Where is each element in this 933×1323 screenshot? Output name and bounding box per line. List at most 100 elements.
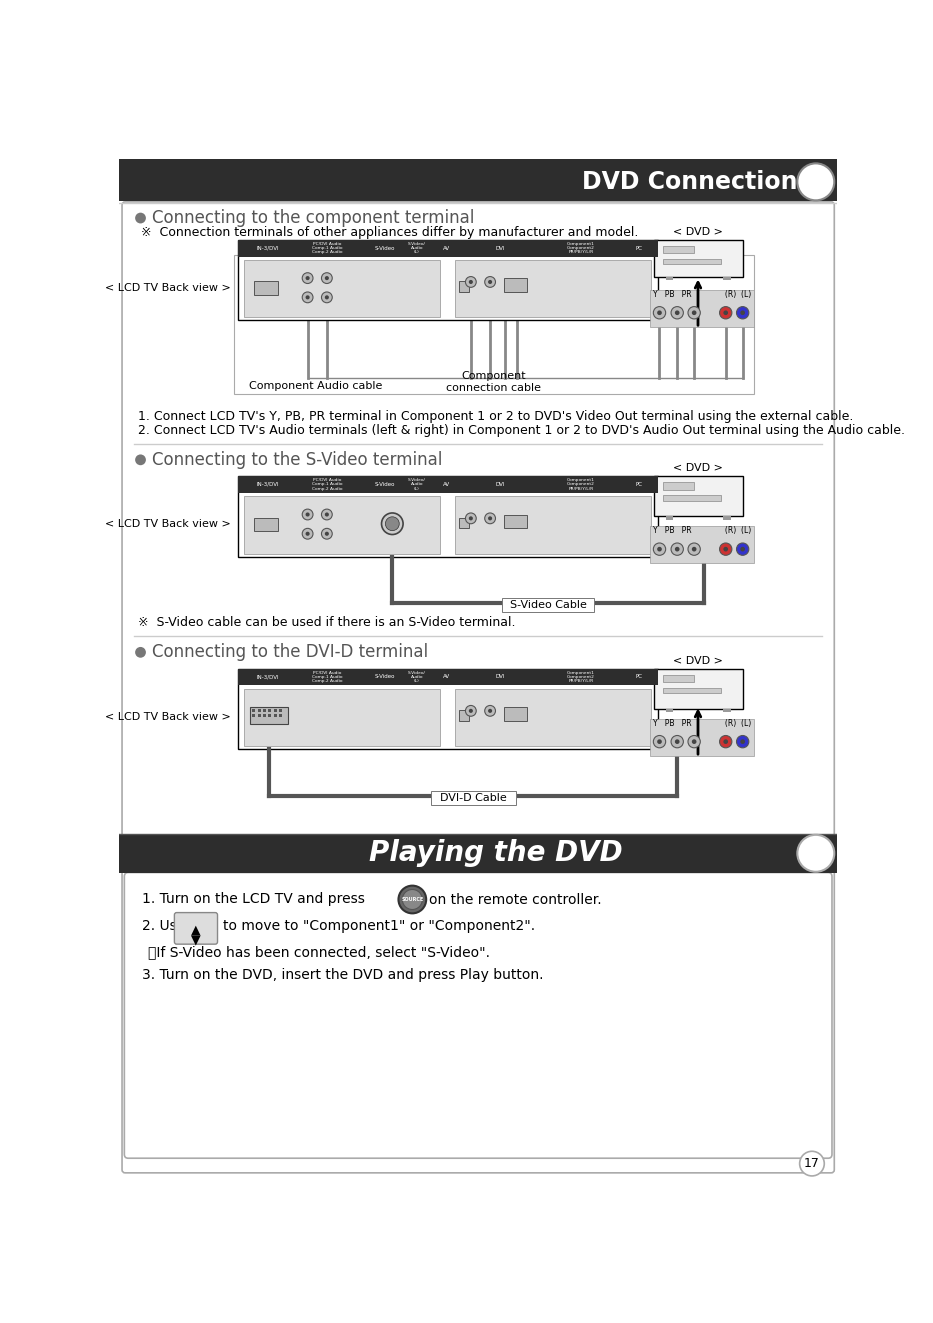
Circle shape: [468, 280, 473, 284]
Circle shape: [325, 532, 329, 536]
Text: PC/DVI Audio
Comp.1 Audio
Comp.2 Audio: PC/DVI Audio Comp.1 Audio Comp.2 Audio: [312, 478, 342, 491]
Bar: [254, 517, 278, 532]
Bar: [269, 709, 272, 712]
Circle shape: [135, 213, 146, 224]
Circle shape: [485, 277, 495, 287]
Circle shape: [800, 1151, 824, 1176]
Circle shape: [322, 509, 332, 520]
Bar: [650, 290, 754, 327]
Bar: [665, 277, 674, 280]
Bar: [273, 714, 277, 717]
FancyBboxPatch shape: [174, 913, 217, 945]
Bar: [238, 476, 658, 493]
Circle shape: [306, 277, 310, 280]
Text: ▲: ▲: [191, 923, 201, 937]
Text: < LCD TV Back view >: < LCD TV Back view >: [104, 519, 230, 529]
Text: DVI-D Cable: DVI-D Cable: [439, 792, 507, 803]
Text: AV: AV: [442, 482, 450, 487]
Text: 3. Turn on the DVD, insert the DVD and press Play button.: 3. Turn on the DVD, insert the DVD and p…: [142, 968, 544, 982]
Circle shape: [488, 709, 492, 713]
Circle shape: [691, 740, 697, 744]
Circle shape: [688, 736, 701, 747]
Bar: [258, 714, 260, 717]
FancyBboxPatch shape: [124, 873, 832, 1158]
Circle shape: [653, 307, 665, 319]
Bar: [650, 527, 754, 564]
Circle shape: [302, 292, 313, 303]
Bar: [504, 515, 527, 528]
Bar: [244, 259, 440, 318]
Circle shape: [740, 311, 745, 315]
Circle shape: [135, 454, 146, 466]
Circle shape: [736, 307, 749, 319]
Circle shape: [723, 311, 728, 315]
Circle shape: [675, 311, 679, 315]
Text: DVD Connections: DVD Connections: [581, 169, 812, 194]
Circle shape: [657, 311, 661, 315]
Bar: [431, 791, 516, 804]
Bar: [238, 668, 658, 685]
Text: S-Video: S-Video: [374, 246, 395, 250]
Circle shape: [657, 740, 661, 744]
Circle shape: [691, 311, 697, 315]
Text: Component1
Component2
PR/PB/Y/L/R: Component1 Component2 PR/PB/Y/L/R: [567, 242, 595, 254]
Circle shape: [688, 542, 701, 556]
Bar: [504, 278, 527, 292]
Bar: [250, 706, 288, 724]
Circle shape: [485, 705, 495, 716]
Text: S-Video/
Audio
(L): S-Video/ Audio (L): [408, 478, 426, 491]
Circle shape: [740, 740, 745, 744]
Text: IN-3/DVI: IN-3/DVI: [257, 675, 279, 680]
Text: PC/DVI Audio
Comp.1 Audio
Comp.2 Audio: PC/DVI Audio Comp.1 Audio Comp.2 Audio: [312, 242, 342, 254]
Bar: [650, 718, 754, 755]
Text: Y   PB   PR              (R)  (L): Y PB PR (R) (L): [653, 290, 751, 299]
Text: < LCD TV Back view >: < LCD TV Back view >: [104, 712, 230, 721]
Circle shape: [740, 546, 745, 552]
Circle shape: [322, 528, 332, 540]
Bar: [455, 259, 651, 318]
Text: S-Video Cable: S-Video Cable: [509, 601, 587, 610]
Circle shape: [488, 516, 492, 520]
Circle shape: [653, 736, 665, 747]
Circle shape: [719, 542, 731, 556]
Circle shape: [306, 295, 310, 299]
Circle shape: [468, 709, 473, 713]
Text: S-Video: S-Video: [374, 675, 395, 680]
Circle shape: [653, 542, 665, 556]
Text: ・If S-Video has been connected, select "S-Video".: ・If S-Video has been connected, select "…: [148, 945, 490, 959]
Text: Y   PB   PR              (R)  (L): Y PB PR (R) (L): [653, 527, 751, 536]
Bar: [723, 516, 731, 520]
Bar: [663, 495, 721, 500]
Text: < DVD >: < DVD >: [673, 656, 723, 665]
Text: Component
connection cable: Component connection cable: [447, 372, 541, 393]
Bar: [279, 714, 282, 717]
Bar: [502, 598, 594, 613]
Text: on the remote controller.: on the remote controller.: [429, 893, 602, 906]
Bar: [654, 239, 743, 277]
Circle shape: [675, 740, 679, 744]
Bar: [279, 709, 282, 712]
Bar: [663, 246, 694, 254]
Bar: [455, 496, 651, 554]
Text: ※  Connection terminals of other appliances differ by manufacturer and model.: ※ Connection terminals of other applianc…: [141, 226, 638, 239]
Circle shape: [657, 546, 661, 552]
Bar: [269, 714, 272, 717]
Circle shape: [671, 736, 683, 747]
Bar: [244, 688, 440, 746]
Circle shape: [322, 273, 332, 283]
Bar: [455, 688, 651, 746]
Text: S-Video: S-Video: [374, 482, 395, 487]
Bar: [119, 833, 838, 873]
Circle shape: [468, 516, 473, 520]
Bar: [663, 675, 694, 683]
Text: 17: 17: [804, 1158, 820, 1170]
Bar: [263, 709, 266, 712]
Circle shape: [736, 542, 749, 556]
Bar: [663, 688, 721, 693]
Circle shape: [691, 546, 697, 552]
Circle shape: [723, 740, 728, 744]
Bar: [238, 239, 658, 320]
Bar: [273, 709, 277, 712]
Bar: [459, 282, 468, 292]
Text: IN-3/DVI: IN-3/DVI: [257, 482, 279, 487]
